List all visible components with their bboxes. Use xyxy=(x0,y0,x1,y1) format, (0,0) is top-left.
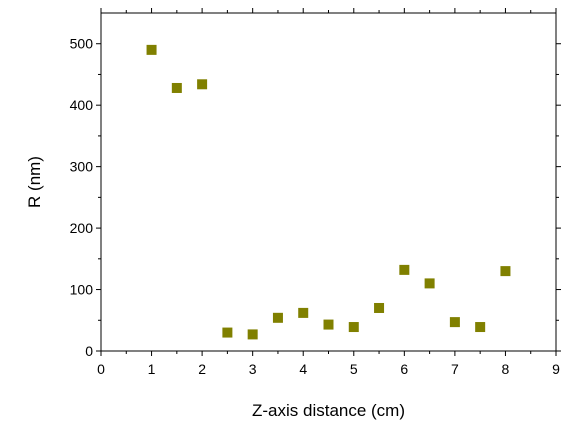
data-point xyxy=(247,329,258,340)
y-axis-title: R (nm) xyxy=(25,156,44,208)
x-tick-label: 0 xyxy=(97,361,105,377)
data-point xyxy=(272,312,283,323)
data-point xyxy=(348,322,359,333)
x-axis-title: Z-axis distance (cm) xyxy=(252,401,405,420)
x-tick-label: 3 xyxy=(249,361,257,377)
data-point xyxy=(197,79,208,90)
data-points xyxy=(146,44,511,340)
axis-ticks xyxy=(96,8,561,356)
x-tick-label: 6 xyxy=(400,361,408,377)
y-tick-label: 400 xyxy=(70,97,94,113)
data-point xyxy=(298,307,309,318)
tick-labels: 0 1 2 3 4 5 6 7 8 9 0 100 200 300 400 500 xyxy=(70,36,560,377)
x-tick-label: 5 xyxy=(350,361,358,377)
data-point xyxy=(146,44,157,55)
data-point xyxy=(424,278,435,289)
data-point xyxy=(475,322,486,333)
x-tick-label: 1 xyxy=(148,361,156,377)
x-tick-label: 9 xyxy=(552,361,560,377)
data-point xyxy=(399,264,410,275)
x-tick-label: 7 xyxy=(451,361,459,377)
y-tick-label: 300 xyxy=(70,159,94,175)
x-tick-label: 2 xyxy=(198,361,206,377)
y-tick-label: 0 xyxy=(85,343,93,359)
y-tick-label: 200 xyxy=(70,220,94,236)
data-point xyxy=(222,327,233,338)
plot-frame xyxy=(100,12,557,352)
x-tick-label: 4 xyxy=(299,361,307,377)
data-point xyxy=(323,319,334,330)
data-point xyxy=(374,302,385,313)
x-tick-label: 8 xyxy=(502,361,510,377)
data-point xyxy=(500,266,511,277)
y-tick-label: 100 xyxy=(70,282,94,298)
data-point xyxy=(171,82,182,93)
y-tick-label: 500 xyxy=(70,36,94,52)
data-point xyxy=(449,317,460,328)
